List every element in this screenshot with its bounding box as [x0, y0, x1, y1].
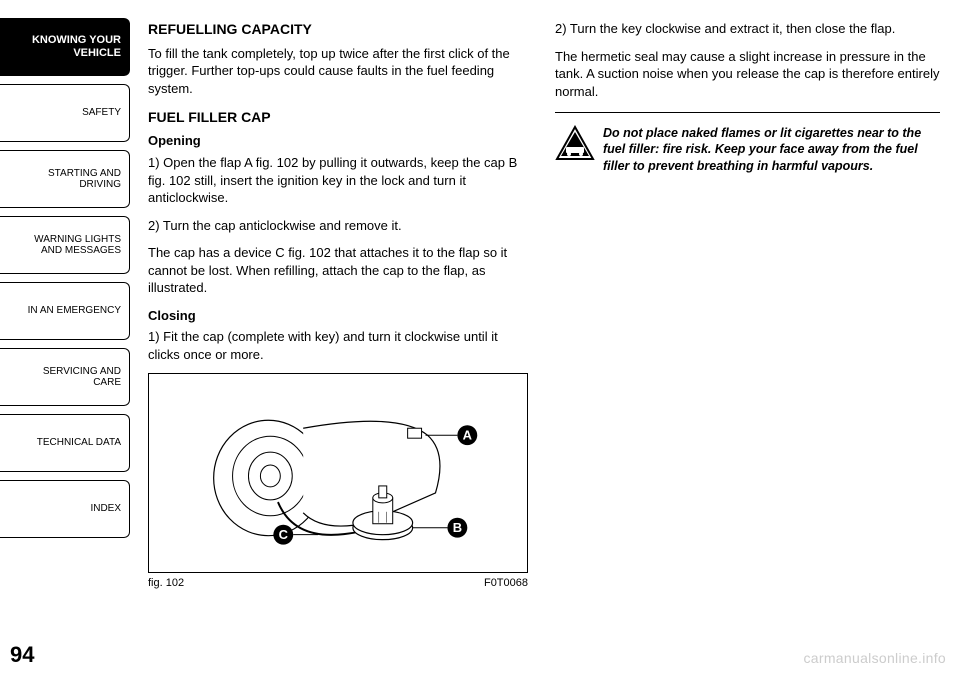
tab-in-an-emergency[interactable]: IN AN EMERGENCY [0, 282, 130, 340]
warning-triangle-icon [555, 125, 595, 161]
content-area: REFUELLING CAPACITY To fill the tank com… [130, 0, 960, 678]
paragraph: The cap has a device C fig. 102 that att… [148, 244, 533, 297]
tab-warning-lights[interactable]: WARNING LIGHTSAND MESSAGES [0, 216, 130, 274]
tab-label: IN AN EMERGENCY [28, 305, 121, 317]
figure-label: fig. 102 [148, 576, 184, 591]
subheading-opening: Opening [148, 132, 533, 150]
figure-code: F0T0068 [484, 576, 528, 591]
subheading-closing: Closing [148, 307, 533, 325]
left-column: REFUELLING CAPACITY To fill the tank com… [148, 20, 533, 668]
callout-b: B [453, 521, 462, 536]
heading-fuel-filler-cap: FUEL FILLER CAP [148, 108, 533, 127]
page-number: 94 [10, 642, 34, 668]
figure-102: A B C [148, 373, 528, 573]
warning-block: Do not place naked flames or lit cigaret… [555, 112, 940, 174]
tab-label: WARNING LIGHTSAND MESSAGES [34, 234, 121, 257]
tab-index[interactable]: INDEX [0, 480, 130, 538]
tab-safety[interactable]: SAFETY [0, 84, 130, 142]
tab-label: SERVICING ANDCARE [43, 366, 121, 389]
tab-servicing-and-care[interactable]: SERVICING ANDCARE [0, 348, 130, 406]
right-column: 2) Turn the key clockwise and extract it… [555, 20, 940, 668]
tab-label: STARTING ANDDRIVING [48, 168, 121, 191]
paragraph: 1) Fit the cap (complete with key) and t… [148, 328, 533, 363]
paragraph: 2) Turn the key clockwise and extract it… [555, 20, 940, 38]
tab-technical-data[interactable]: TECHNICAL DATA [0, 414, 130, 472]
heading-refuelling-capacity: REFUELLING CAPACITY [148, 20, 533, 39]
watermark: carmanualsonline.info [804, 650, 947, 666]
tab-starting-and-driving[interactable]: STARTING ANDDRIVING [0, 150, 130, 208]
warning-text: Do not place naked flames or lit cigaret… [603, 125, 940, 174]
tab-label: TECHNICAL DATA [37, 437, 121, 449]
tab-label: SAFETY [82, 107, 121, 119]
paragraph: The hermetic seal may cause a slight inc… [555, 48, 940, 101]
paragraph: To fill the tank completely, top up twic… [148, 45, 533, 98]
tab-knowing-your-vehicle[interactable]: KNOWING YOURVEHICLE [0, 18, 130, 76]
paragraph: 2) Turn the cap anticlockwise and remove… [148, 217, 533, 235]
callout-c: C [279, 528, 288, 543]
fuel-cap-illustration: A B C [149, 373, 527, 573]
tab-label: INDEX [90, 503, 121, 515]
page-container: KNOWING YOURVEHICLE SAFETY STARTING ANDD… [0, 0, 960, 678]
tab-label: KNOWING YOURVEHICLE [32, 34, 121, 59]
paragraph: 1) Open the flap A fig. 102 by pulling i… [148, 154, 533, 207]
figure-caption: fig. 102 F0T0068 [148, 576, 528, 591]
sidebar-nav: KNOWING YOURVEHICLE SAFETY STARTING ANDD… [0, 0, 130, 678]
callout-a: A [463, 428, 472, 443]
